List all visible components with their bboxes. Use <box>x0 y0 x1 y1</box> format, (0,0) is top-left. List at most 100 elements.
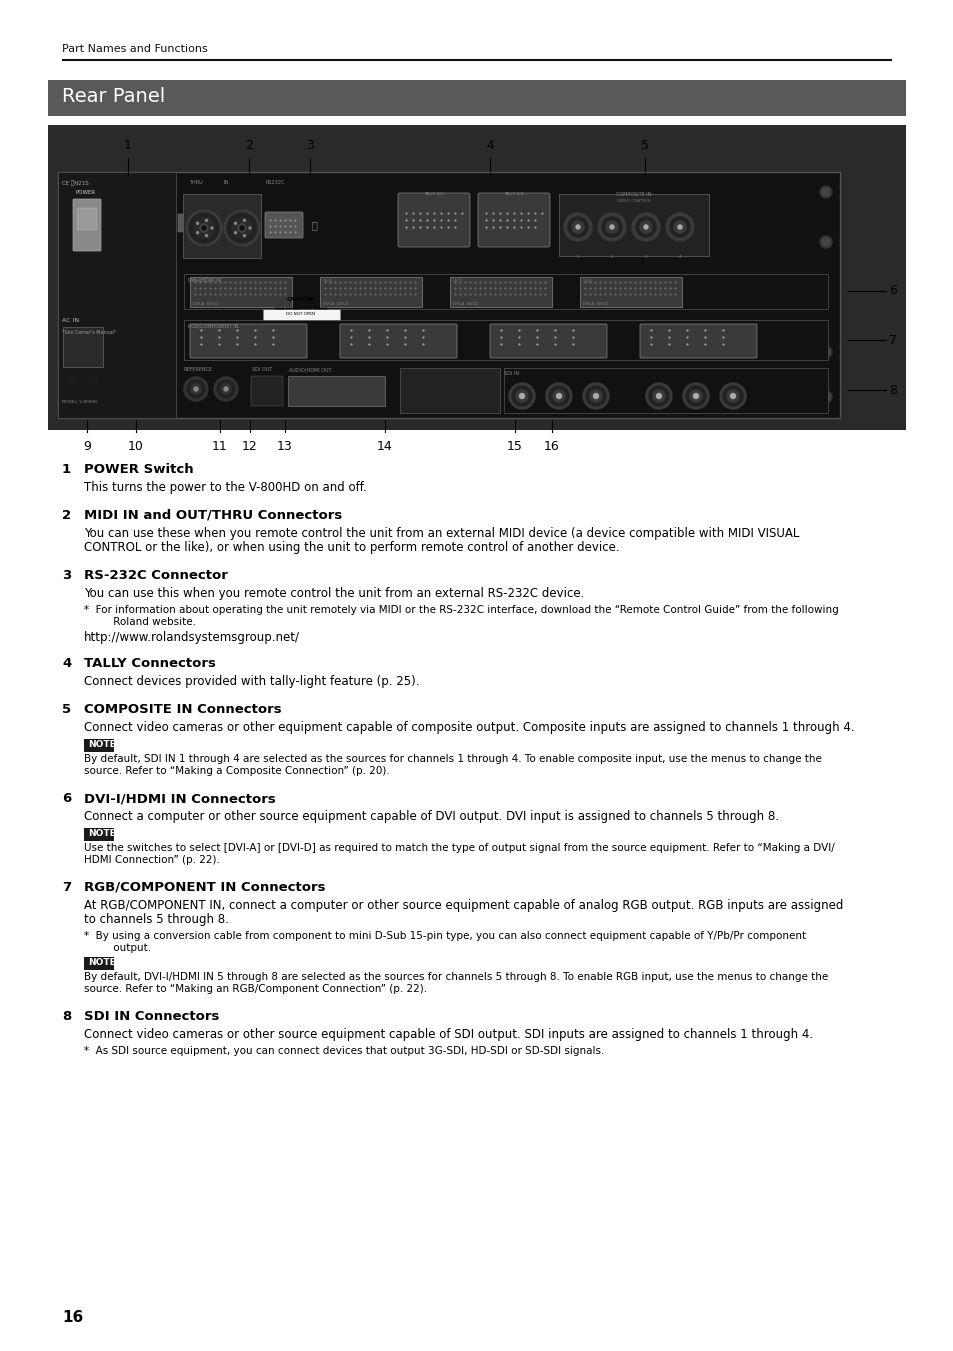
Circle shape <box>730 393 735 399</box>
Text: source. Refer to “Making a Composite Connection” (p. 20).: source. Refer to “Making a Composite Con… <box>84 766 390 775</box>
Text: DVI-A  DVI-D: DVI-A DVI-D <box>582 303 608 305</box>
FancyBboxPatch shape <box>579 277 681 307</box>
Text: 11: 11 <box>212 440 228 453</box>
Text: 9: 9 <box>83 440 91 453</box>
Text: 3: 3 <box>62 569 71 582</box>
Circle shape <box>187 380 205 399</box>
Text: DVI-A  DVI-D: DVI-A DVI-D <box>323 303 348 305</box>
Text: REFERENCE: REFERENCE <box>184 367 213 372</box>
Circle shape <box>821 188 829 196</box>
Circle shape <box>213 377 237 401</box>
Circle shape <box>224 209 260 246</box>
Text: Roland website.: Roland website. <box>84 617 195 627</box>
Text: 2: 2 <box>62 509 71 521</box>
Text: CH.5: CH.5 <box>193 280 202 282</box>
Text: http://www.rolandsystemsgroup.net/: http://www.rolandsystemsgroup.net/ <box>84 631 299 644</box>
Text: TALLY 1/2: TALLY 1/2 <box>424 192 443 196</box>
Text: SDI IN: SDI IN <box>503 372 518 376</box>
Circle shape <box>556 393 561 399</box>
Text: CH.7: CH.7 <box>453 280 462 282</box>
Circle shape <box>234 232 236 234</box>
Circle shape <box>237 224 246 232</box>
Text: AC IN: AC IN <box>62 317 79 323</box>
FancyBboxPatch shape <box>558 195 708 255</box>
Circle shape <box>249 227 251 230</box>
Text: POWER: POWER <box>76 190 96 195</box>
Text: Connect a computer or other source equipment capable of DVI output. DVI input is: Connect a computer or other source equip… <box>84 811 779 823</box>
Circle shape <box>232 218 252 238</box>
Circle shape <box>726 390 739 403</box>
Circle shape <box>243 235 245 236</box>
Circle shape <box>645 382 671 409</box>
Circle shape <box>685 386 705 407</box>
Circle shape <box>589 390 601 403</box>
Text: DVI-I/HDMI IN: DVI-I/HDMI IN <box>188 277 221 282</box>
Circle shape <box>609 226 614 230</box>
Circle shape <box>186 209 222 246</box>
Text: RGB/COMPONENT IN: RGB/COMPONENT IN <box>188 323 238 328</box>
Circle shape <box>548 386 568 407</box>
Text: AUDIO/HDMI OUT: AUDIO/HDMI OUT <box>289 367 331 372</box>
Circle shape <box>193 386 198 390</box>
Circle shape <box>200 224 208 232</box>
Circle shape <box>224 386 228 390</box>
Text: CH.6: CH.6 <box>323 280 333 282</box>
Circle shape <box>234 223 236 224</box>
Text: You can use these when you remote control the unit from an external MIDI device : You can use these when you remote contro… <box>84 527 799 540</box>
Text: source. Refer to “Making an RGB/Component Connection” (p. 22).: source. Refer to “Making an RGB/Componen… <box>84 984 427 994</box>
FancyBboxPatch shape <box>263 295 339 349</box>
Circle shape <box>821 238 829 246</box>
Text: 1: 1 <box>577 255 578 259</box>
Circle shape <box>545 382 572 409</box>
Circle shape <box>689 390 701 403</box>
Circle shape <box>193 218 213 238</box>
Text: 4: 4 <box>485 139 494 153</box>
Circle shape <box>196 223 198 224</box>
Text: SDI IN Connectors: SDI IN Connectors <box>84 1011 219 1023</box>
Circle shape <box>553 390 564 403</box>
FancyBboxPatch shape <box>48 80 905 116</box>
Circle shape <box>191 384 201 394</box>
Text: 16: 16 <box>543 440 559 453</box>
Circle shape <box>205 235 207 236</box>
Circle shape <box>598 213 625 240</box>
Circle shape <box>820 186 831 199</box>
Text: MODEL: V-800HD: MODEL: V-800HD <box>62 400 97 404</box>
Text: NOTE: NOTE <box>88 958 115 967</box>
Circle shape <box>682 382 708 409</box>
Text: *  For information about operating the unit remotely via MIDI or the RS-232C int: * For information about operating the un… <box>84 605 838 615</box>
Text: 3: 3 <box>306 139 314 153</box>
Text: CONTROL or the like), or when using the unit to perform remote control of anothe: CONTROL or the like), or when using the … <box>84 540 619 554</box>
Text: 2: 2 <box>245 139 253 153</box>
Circle shape <box>221 384 231 394</box>
Text: COMPOSITE IN: COMPOSITE IN <box>616 192 651 197</box>
FancyBboxPatch shape <box>399 367 499 413</box>
Circle shape <box>665 213 693 240</box>
Text: SDI OUT: SDI OUT <box>252 367 272 372</box>
Circle shape <box>669 218 689 236</box>
FancyBboxPatch shape <box>77 208 97 230</box>
FancyBboxPatch shape <box>477 193 550 247</box>
Circle shape <box>722 386 742 407</box>
Text: Connect devices provided with tally-light feature (p. 25).: Connect devices provided with tally-ligh… <box>84 676 419 688</box>
Text: TALLY Connectors: TALLY Connectors <box>84 657 215 670</box>
Text: RGB/COMPONENT IN Connectors: RGB/COMPONENT IN Connectors <box>84 881 325 894</box>
Text: 12: 12 <box>242 440 257 453</box>
Text: 1: 1 <box>62 463 71 476</box>
FancyBboxPatch shape <box>319 277 421 307</box>
Text: 4: 4 <box>678 255 680 259</box>
Text: 14: 14 <box>376 440 393 453</box>
FancyBboxPatch shape <box>265 212 303 238</box>
Text: RS-232C Connector: RS-232C Connector <box>84 569 228 582</box>
Text: 5: 5 <box>640 139 648 153</box>
Circle shape <box>516 390 527 403</box>
Circle shape <box>601 218 621 236</box>
Text: *  As SDI source equipment, you can connect devices that output 3G-SDI, HD-SDI o: * As SDI source equipment, you can conne… <box>84 1046 604 1056</box>
FancyBboxPatch shape <box>450 277 552 307</box>
Text: IN: IN <box>223 180 229 185</box>
Text: 4: 4 <box>62 657 71 670</box>
Circle shape <box>576 226 579 230</box>
Text: 5: 5 <box>62 703 71 716</box>
FancyBboxPatch shape <box>178 213 190 232</box>
FancyBboxPatch shape <box>251 376 283 407</box>
